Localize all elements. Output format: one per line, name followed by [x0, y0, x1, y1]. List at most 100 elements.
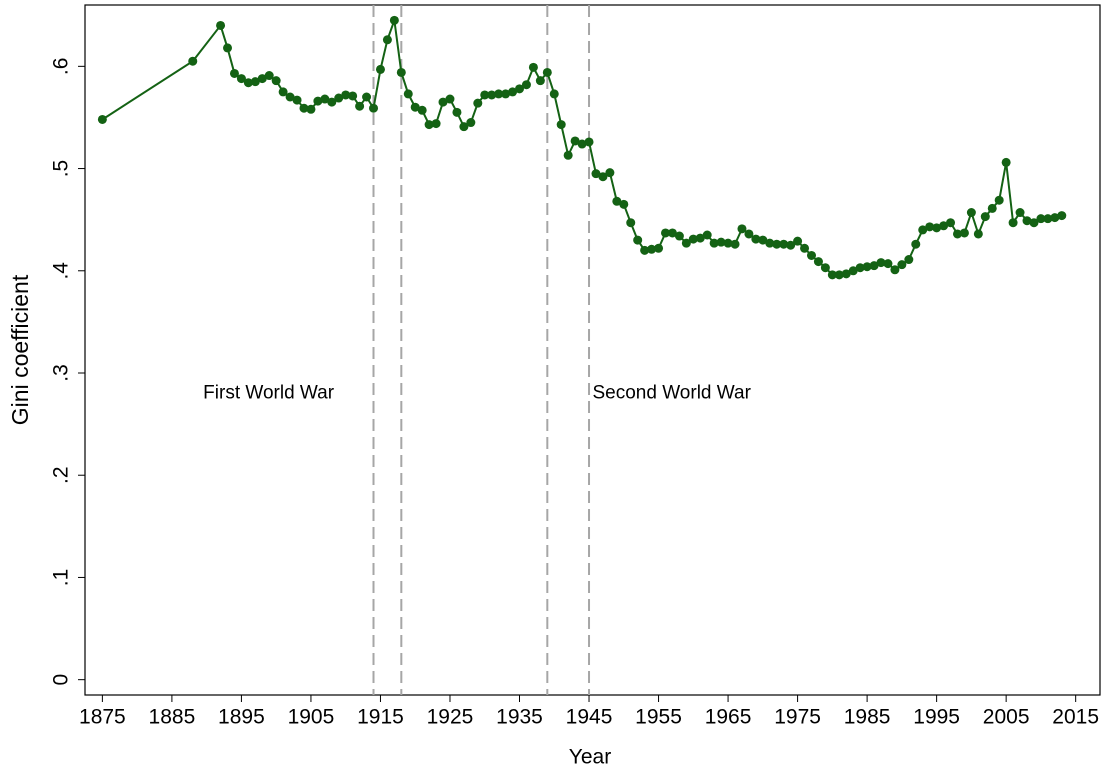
data-point — [716, 237, 726, 247]
data-point — [570, 136, 580, 146]
annotation: First World War — [203, 382, 335, 403]
data-point — [334, 93, 344, 103]
data-point — [487, 90, 497, 100]
y-tick-label: .5 — [50, 160, 73, 178]
data-point — [362, 92, 372, 102]
data-point — [911, 239, 921, 249]
data-point — [827, 270, 837, 280]
data-point — [876, 258, 886, 268]
x-tick-label: 2005 — [983, 706, 1030, 729]
data-point — [667, 228, 677, 238]
data-point — [772, 239, 782, 249]
data-point — [925, 222, 935, 232]
data-point — [417, 105, 427, 115]
data-point — [501, 89, 511, 99]
data-point — [765, 238, 775, 248]
data-point — [306, 104, 316, 114]
data-point — [257, 74, 267, 84]
data-point — [890, 265, 900, 275]
x-tick-label: 1965 — [705, 706, 752, 729]
data-point — [369, 103, 379, 113]
data-point — [855, 263, 865, 273]
data-point — [438, 97, 448, 107]
data-point — [987, 203, 997, 213]
data-point — [806, 250, 816, 260]
data-point — [431, 119, 441, 129]
data-point — [848, 266, 858, 276]
data-point — [1022, 216, 1032, 226]
data-point — [1029, 218, 1039, 228]
data-point — [521, 80, 531, 90]
data-point — [980, 212, 990, 222]
x-tick-label: 2015 — [1052, 706, 1099, 729]
data-point — [216, 20, 226, 30]
data-point — [264, 71, 274, 81]
data-point — [598, 172, 608, 182]
data-point — [389, 15, 399, 25]
data-point — [605, 168, 615, 178]
data-point — [445, 94, 455, 104]
data-point — [744, 229, 754, 239]
data-point — [695, 233, 705, 243]
x-tick-label: 1905 — [288, 706, 335, 729]
data-point — [674, 231, 684, 241]
x-tick-label: 1955 — [635, 706, 682, 729]
data-point — [480, 90, 490, 100]
data-point — [591, 169, 601, 179]
data-point — [459, 122, 469, 132]
data-point — [410, 102, 420, 112]
data-point — [424, 120, 434, 130]
data-point — [612, 196, 622, 206]
x-tick-label: 1935 — [496, 706, 543, 729]
data-point — [973, 229, 983, 239]
x-tick-label: 1885 — [149, 706, 196, 729]
x-tick-label: 1945 — [566, 706, 613, 729]
x-tick-label: 1925 — [427, 706, 474, 729]
data-point — [396, 67, 406, 77]
data-point — [473, 98, 483, 108]
data-point — [549, 89, 559, 99]
data-point — [542, 67, 552, 77]
data-point — [904, 255, 914, 265]
data-point — [577, 139, 587, 149]
annotation: Second World War — [593, 382, 752, 403]
data-point — [1050, 213, 1060, 223]
y-tick-label: .6 — [50, 58, 73, 76]
data-point — [751, 234, 761, 244]
data-point — [918, 225, 928, 235]
data-point — [702, 230, 712, 240]
data-point — [820, 263, 830, 273]
data-point — [355, 101, 365, 111]
data-point — [535, 76, 545, 86]
data-point — [723, 238, 733, 248]
data-point — [341, 90, 351, 100]
data-point — [508, 87, 518, 97]
y-tick-label: .3 — [50, 364, 73, 382]
x-tick-label: 1995 — [913, 706, 960, 729]
data-point — [313, 96, 323, 106]
data-point — [278, 87, 288, 97]
data-point — [709, 238, 719, 248]
data-point — [97, 114, 107, 124]
data-point — [243, 78, 253, 88]
x-tick-label: 1875 — [79, 706, 126, 729]
x-tick-label: 1895 — [218, 706, 265, 729]
data-point — [633, 235, 643, 245]
data-point — [250, 77, 260, 87]
data-point — [959, 228, 969, 238]
data-point — [188, 56, 198, 66]
data-point — [994, 195, 1004, 205]
data-point — [883, 259, 893, 269]
data-point — [619, 199, 629, 209]
data-point — [494, 89, 504, 99]
data-point — [229, 68, 239, 78]
data-point — [834, 270, 844, 280]
y-axis-title: Gini coefficient — [7, 274, 33, 425]
data-point — [932, 223, 942, 233]
data-point — [626, 218, 636, 228]
data-point — [939, 221, 949, 231]
data-point — [403, 89, 413, 99]
data-point — [1008, 218, 1018, 228]
